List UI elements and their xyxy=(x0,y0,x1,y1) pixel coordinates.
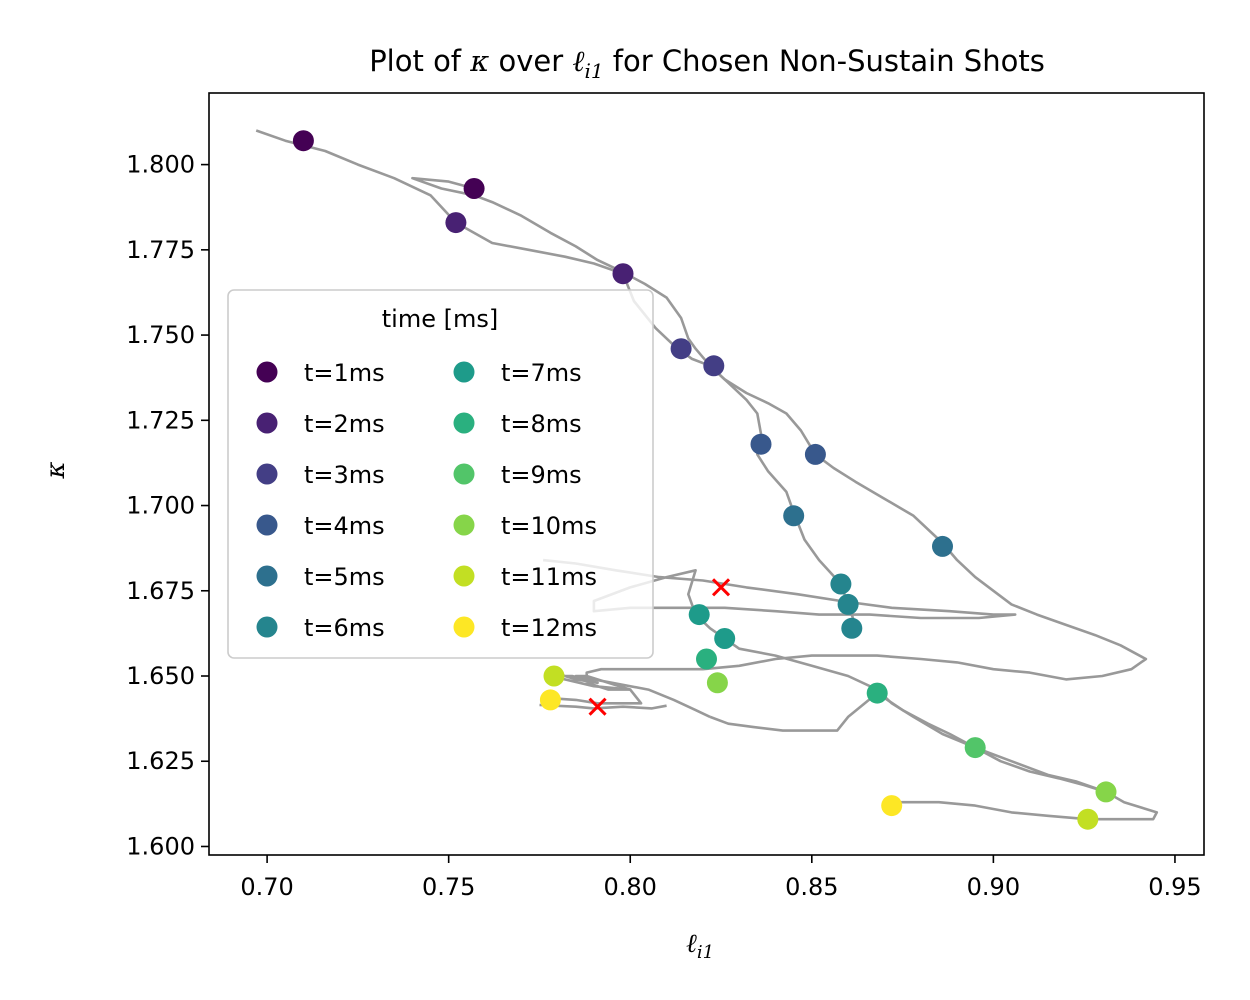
x-tick-label-0.75: 0.75 xyxy=(422,873,475,901)
legend-swatch-t=6ms xyxy=(256,616,278,638)
y-tick-label-1.675: 1.675 xyxy=(126,577,195,605)
legend-swatch-t=7ms xyxy=(453,361,475,383)
point-t=11ms-2 xyxy=(1077,808,1099,830)
x-tick-label-0.85: 0.85 xyxy=(785,873,838,901)
x-tick-label-0.80: 0.80 xyxy=(604,873,657,901)
legend-box xyxy=(227,289,654,659)
legend-label-t=11ms: t=11ms xyxy=(501,563,597,591)
y-axis-label: κ xyxy=(41,461,71,479)
y-axis: 1.600 1.625 1.650 1.675 1.700 1.725 1.750 1.775… xyxy=(126,151,209,860)
point-t=12ms-2 xyxy=(881,795,903,817)
legend-swatch-t=10ms xyxy=(453,514,475,536)
point-t=10ms-2 xyxy=(1095,781,1117,803)
point-t=8ms-2 xyxy=(866,682,888,704)
legend-entry-t=9ms: t=9ms xyxy=(453,461,582,489)
legend-label-t=5ms: t=5ms xyxy=(304,563,385,591)
legend-swatch-t=3ms xyxy=(256,463,278,485)
y-tick-label-1.775: 1.775 xyxy=(126,236,195,264)
legend-entry-t=6ms: t=6ms xyxy=(256,614,385,642)
legend-entry-t=12ms: t=12ms xyxy=(453,614,597,642)
y-tick-label-1.725: 1.725 xyxy=(126,406,195,434)
y-tick-label-1.800: 1.800 xyxy=(126,151,195,179)
legend-swatch-t=4ms xyxy=(256,514,278,536)
trajectory-line-1 xyxy=(255,129,1148,691)
legend-swatch-t=2ms xyxy=(256,412,278,434)
point-t=6ms-2 xyxy=(837,593,859,615)
point-t=3ms-1 xyxy=(670,338,692,360)
trajectory-line-3 xyxy=(709,691,1159,821)
x-tick-label-0.95: 0.95 xyxy=(1148,873,1201,901)
point-t=11ms-1 xyxy=(543,665,565,687)
point-t=6ms-3 xyxy=(841,617,863,639)
legend-entry-t=11ms: t=11ms xyxy=(453,563,597,591)
axes-frame xyxy=(208,92,1205,856)
y-tick-label-1.600: 1.600 xyxy=(126,832,195,860)
legend-label-t=6ms: t=6ms xyxy=(304,614,385,642)
plot-area xyxy=(255,129,1159,830)
legend-entry-t=1ms: t=1ms xyxy=(256,359,385,387)
point-t=2ms-1 xyxy=(445,212,467,234)
legend-label-t=3ms: t=3ms xyxy=(304,461,385,489)
x-axis-label: ℓi1 xyxy=(686,929,714,963)
y-tick-label-1.700: 1.700 xyxy=(126,492,195,520)
point-t=8ms-1 xyxy=(696,648,717,670)
legend-swatch-t=5ms xyxy=(256,565,278,587)
legend-label-t=1ms: t=1ms xyxy=(304,359,385,387)
trajectory-line-4 xyxy=(411,176,857,630)
point-t=1ms-2 xyxy=(463,178,485,199)
point-t=3ms-2 xyxy=(703,355,725,377)
legend-swatch-t=11ms xyxy=(453,565,475,587)
legend-swatch-t=9ms xyxy=(453,463,475,485)
legend-entry-t=3ms: t=3ms xyxy=(256,461,385,489)
legend-label-t=4ms: t=4ms xyxy=(304,512,385,540)
legend-label-t=2ms: t=2ms xyxy=(304,410,385,438)
point-t=12ms-1 xyxy=(539,689,561,711)
legend-label-t=10ms: t=10ms xyxy=(501,512,597,540)
legend-entry-t=5ms: t=5ms xyxy=(256,563,385,591)
legend-title: time [ms] xyxy=(382,305,498,333)
point-t=4ms-1 xyxy=(750,433,772,455)
legend-swatch-t=8ms xyxy=(453,412,475,434)
y-tick-label-1.625: 1.625 xyxy=(126,747,195,775)
x-axis: 0.70 0.75 0.80 0.85 0.90 0.95 xyxy=(240,855,1202,901)
point-t=5ms-2 xyxy=(932,535,953,557)
y-tick-label-1.750: 1.750 xyxy=(126,321,195,349)
point-t=5ms-1 xyxy=(783,505,805,527)
legend-entry-t=2ms: t=2ms xyxy=(256,410,385,438)
trajectory-line-6 xyxy=(539,703,667,710)
legend-entry-t=4ms: t=4ms xyxy=(256,512,385,540)
trajectory-line-2 xyxy=(550,674,711,719)
legend-entry-t=10ms: t=10ms xyxy=(453,512,597,540)
legend-swatch-t=1ms xyxy=(256,361,278,383)
point-t=6ms-1 xyxy=(830,573,852,595)
point-t=10ms-1 xyxy=(706,672,728,694)
x-marker-1 xyxy=(711,578,731,597)
point-t=2ms-2 xyxy=(612,263,634,285)
legend-entry-t=8ms: t=8ms xyxy=(453,410,582,438)
point-t=7ms-1 xyxy=(688,604,710,626)
y-tick-label-1.650: 1.650 xyxy=(126,662,195,690)
legend-label-t=9ms: t=9ms xyxy=(501,461,582,489)
x-tick-label-0.90: 0.90 xyxy=(967,873,1020,901)
legend-entry-t=7ms: t=7ms xyxy=(453,359,582,387)
point-t=7ms-2 xyxy=(714,628,736,649)
legend-label-t=12ms: t=12ms xyxy=(501,614,597,642)
chart-title: Plot of κ over ℓi1 for Chosen Non-Sustai… xyxy=(369,44,1045,83)
legend-entries: t=1ms t=2ms t=3ms t=4ms t=5ms t=6ms t=7ms t=8ms… xyxy=(256,359,597,642)
legend: time [ms] t=1ms t=2ms t=3ms t=4ms t=5ms t=6ms… xyxy=(227,289,654,659)
legend-label-t=8ms: t=8ms xyxy=(501,410,582,438)
point-t=9ms-1 xyxy=(964,737,986,759)
legend-label-t=7ms: t=7ms xyxy=(501,359,582,387)
point-t=1ms-1 xyxy=(292,130,314,152)
x-marker-2 xyxy=(588,697,607,716)
point-t=4ms-2 xyxy=(804,443,826,465)
legend-swatch-t=12ms xyxy=(453,616,475,638)
x-tick-label-0.70: 0.70 xyxy=(240,873,293,901)
